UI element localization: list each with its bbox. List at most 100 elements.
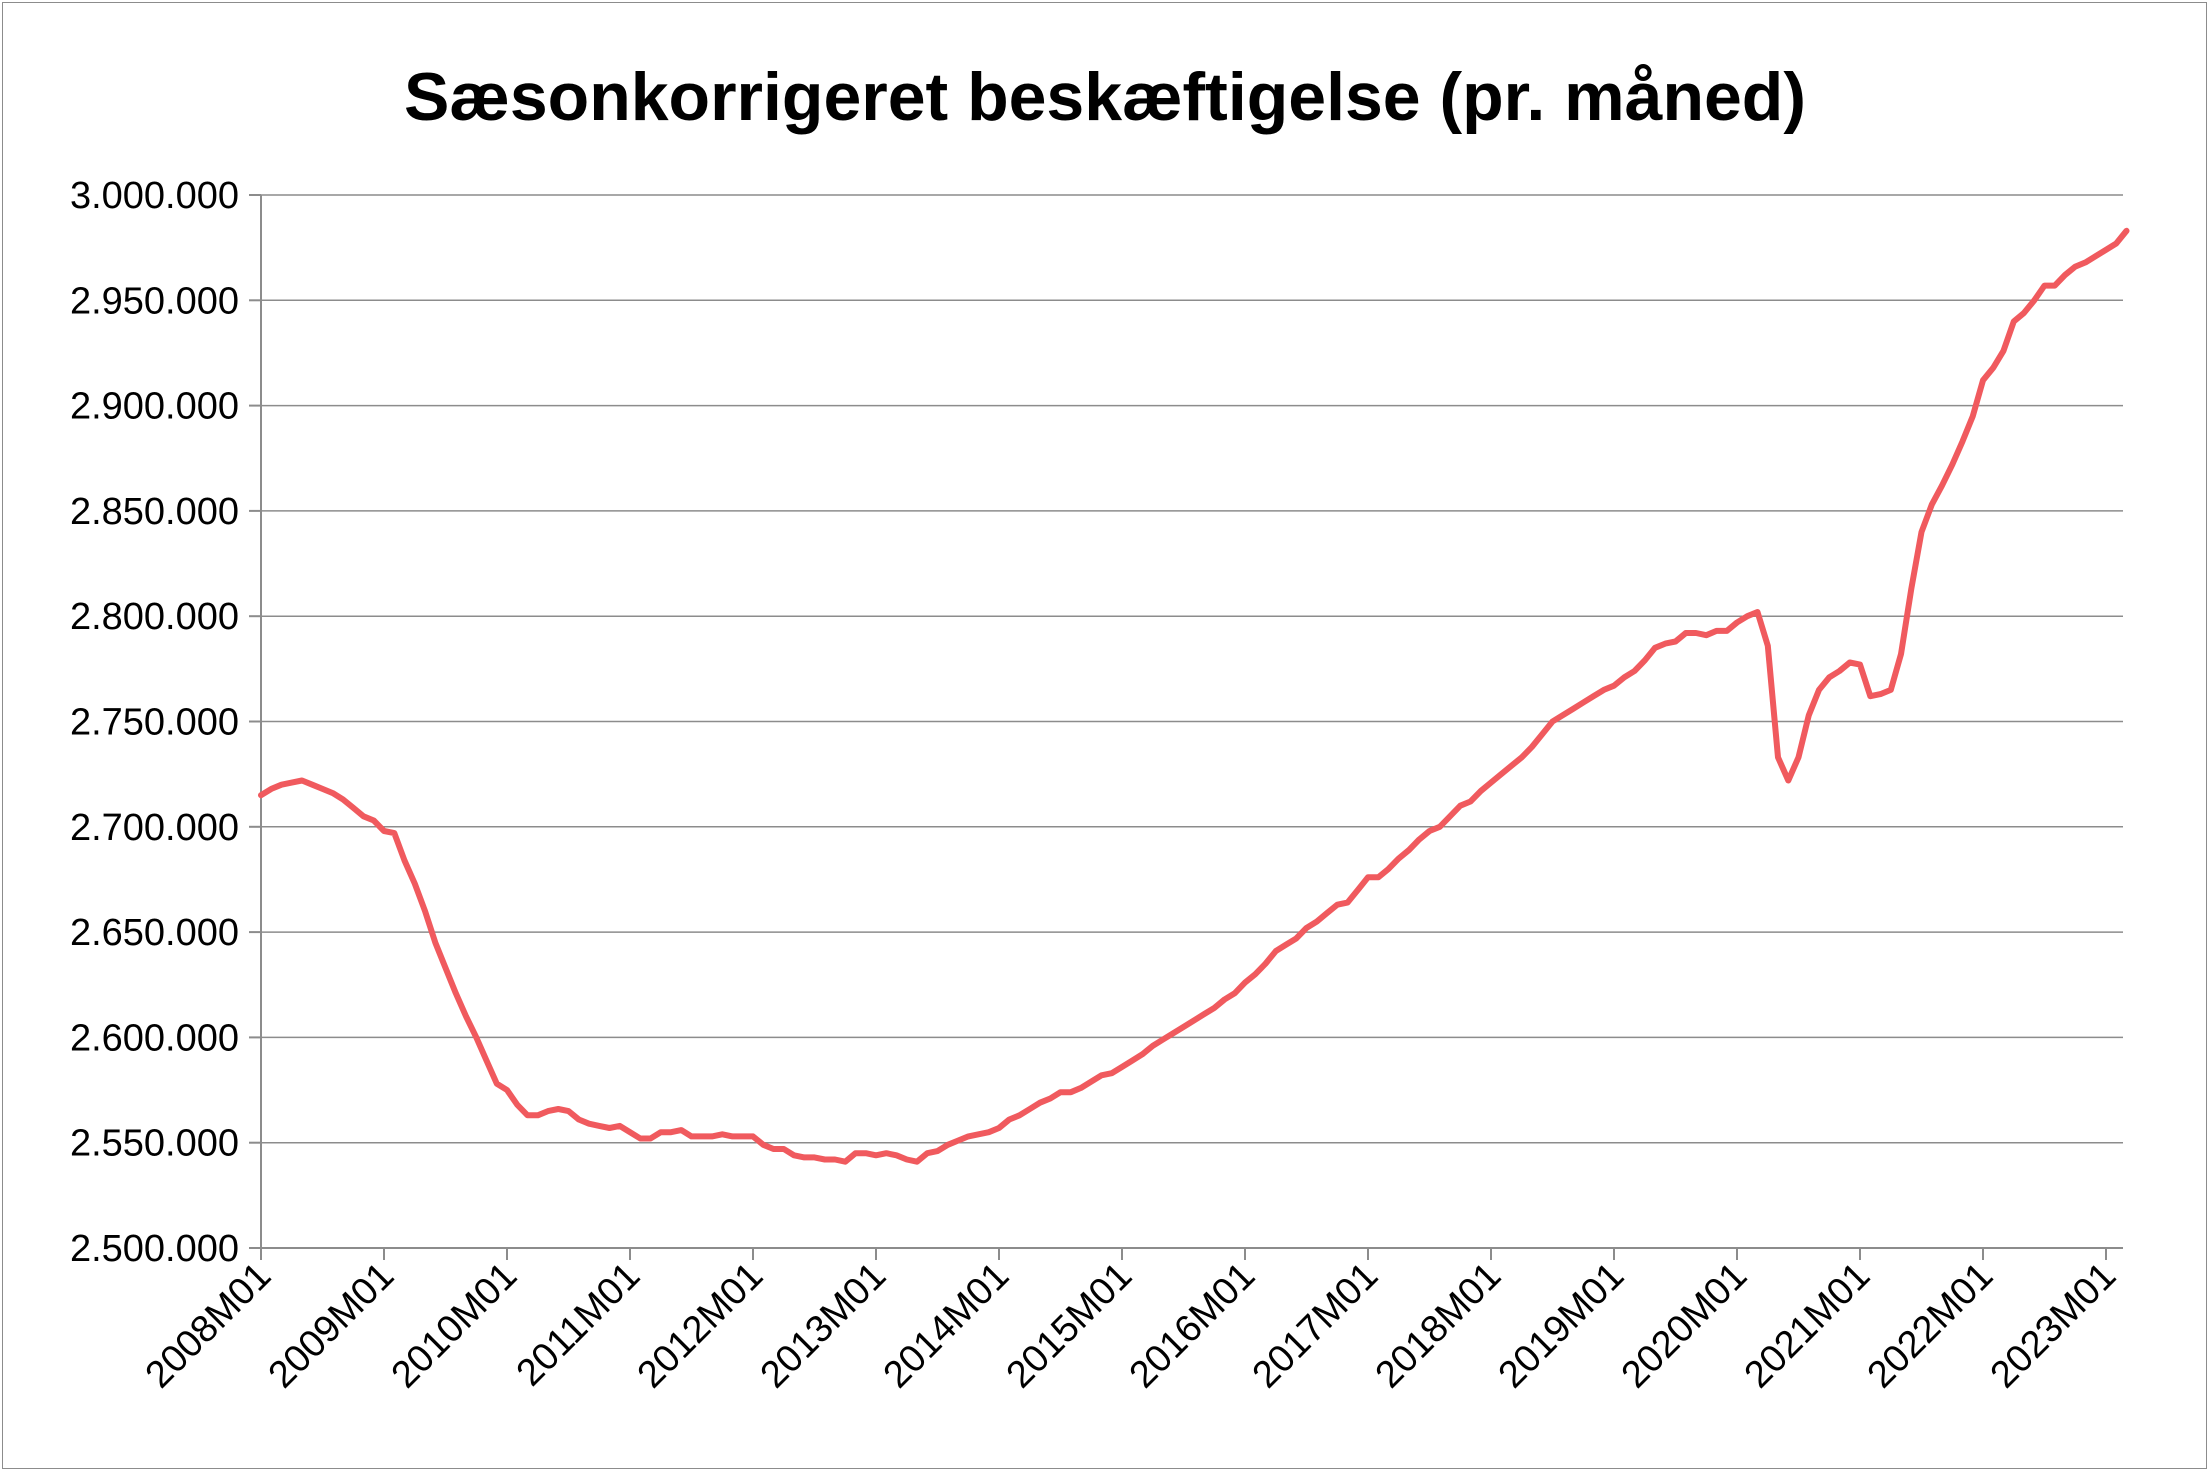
data-point [258, 792, 264, 798]
y-tick-label: 2.850.000 [70, 491, 239, 533]
data-point [1632, 668, 1637, 674]
data-point [514, 1102, 520, 1108]
data-point [853, 1150, 858, 1156]
data-point [1406, 847, 1412, 853]
data-point [1181, 1024, 1186, 1030]
data-point [1047, 1096, 1053, 1101]
data-point [812, 1155, 817, 1160]
data-point [1960, 439, 1965, 444]
data-point [586, 1121, 592, 1127]
data-point [1232, 990, 1238, 996]
data-point [535, 1112, 541, 1118]
data-point [1283, 942, 1289, 948]
data-point [1334, 902, 1340, 908]
axes [249, 194, 2123, 1260]
data-point [309, 782, 315, 788]
data-point [1550, 719, 1555, 724]
data-point [1529, 744, 1535, 750]
line-chart: Sæsonkorrigeret beskæftigelse (pr. måned… [70, 59, 2130, 1397]
data-point [1058, 1089, 1063, 1095]
data-point [1293, 936, 1299, 941]
y-tick-label: 2.500.000 [70, 1228, 239, 1270]
data-point [1017, 1112, 1022, 1118]
data-point [2093, 253, 2099, 259]
data-point [2042, 283, 2047, 288]
x-tick-label: 2013M01 [753, 1255, 895, 1397]
data-point [1365, 874, 1371, 880]
data-point [1980, 377, 1986, 383]
data-point [2001, 348, 2006, 354]
data-point [2103, 247, 2109, 253]
data-point [1160, 1037, 1166, 1042]
data-point [1970, 413, 1976, 419]
data-point [381, 828, 387, 834]
data-point [1109, 1070, 1115, 1076]
data-point [894, 1152, 899, 1158]
data-point [1662, 641, 1668, 646]
data-point [1027, 1106, 1033, 1112]
data-point [1088, 1079, 1094, 1084]
data-point [566, 1108, 571, 1114]
data-point [1673, 639, 1678, 644]
data-point [320, 786, 325, 792]
data-point [617, 1123, 623, 1129]
data-point [637, 1136, 643, 1141]
data-point [268, 786, 274, 792]
data-point [1570, 706, 1576, 712]
data-point [1509, 763, 1514, 769]
data-point [1908, 586, 1914, 592]
data-point [863, 1150, 869, 1156]
data-point [719, 1131, 725, 1137]
chart-title: Sæsonkorrigeret beskæftigelse (pr. måned… [404, 59, 1806, 135]
data-point [996, 1125, 1002, 1131]
data-point [1037, 1100, 1043, 1106]
y-tick-label: 2.650.000 [70, 912, 239, 954]
data-point [1888, 687, 1894, 693]
data-point [648, 1136, 653, 1141]
data-point [504, 1087, 510, 1093]
data-point [596, 1123, 602, 1129]
data-point [1324, 910, 1330, 916]
data-point [730, 1134, 735, 1139]
data-point [1416, 837, 1422, 842]
data-point [1601, 687, 1607, 693]
data-point [2052, 283, 2058, 288]
data-point [1621, 674, 1627, 680]
data-point [791, 1152, 797, 1158]
x-tick-label: 2022M01 [1860, 1255, 2002, 1397]
data-point [1170, 1030, 1176, 1036]
x-axis-tick-labels: 2008M012009M012010M012011M012012M012013M… [138, 1255, 2125, 1397]
data-point [555, 1106, 561, 1112]
data-point [1847, 660, 1853, 665]
data-point [1826, 674, 1832, 680]
data-point [1314, 919, 1320, 924]
data-point [986, 1129, 992, 1135]
data-point [1119, 1064, 1125, 1070]
x-tick-label: 2009M01 [261, 1255, 403, 1397]
data-point [576, 1117, 582, 1122]
x-tick-label: 2018M01 [1368, 1255, 1510, 1397]
data-point [2011, 319, 2017, 324]
y-tick-label: 2.900.000 [70, 386, 239, 428]
y-tick-label: 3.000.000 [70, 175, 239, 217]
data-point [1468, 799, 1473, 804]
data-point [299, 778, 305, 783]
data-point [391, 830, 397, 836]
data-point [1498, 771, 1504, 777]
data-point [1437, 824, 1443, 830]
data-point [402, 858, 407, 863]
data-point [1099, 1072, 1104, 1078]
data-point [350, 805, 356, 811]
y-tick-label: 2.700.000 [70, 807, 239, 849]
data-point [678, 1127, 684, 1133]
data-point [1560, 712, 1566, 718]
data-point [330, 790, 336, 796]
data-point [1765, 643, 1771, 649]
data-point [740, 1134, 746, 1139]
data-point [2062, 272, 2068, 278]
data-point [1263, 961, 1268, 967]
data-point [1857, 662, 1863, 667]
data-point [1837, 668, 1842, 674]
data-point [1273, 948, 1279, 954]
y-tick-label: 2.550.000 [70, 1123, 239, 1165]
